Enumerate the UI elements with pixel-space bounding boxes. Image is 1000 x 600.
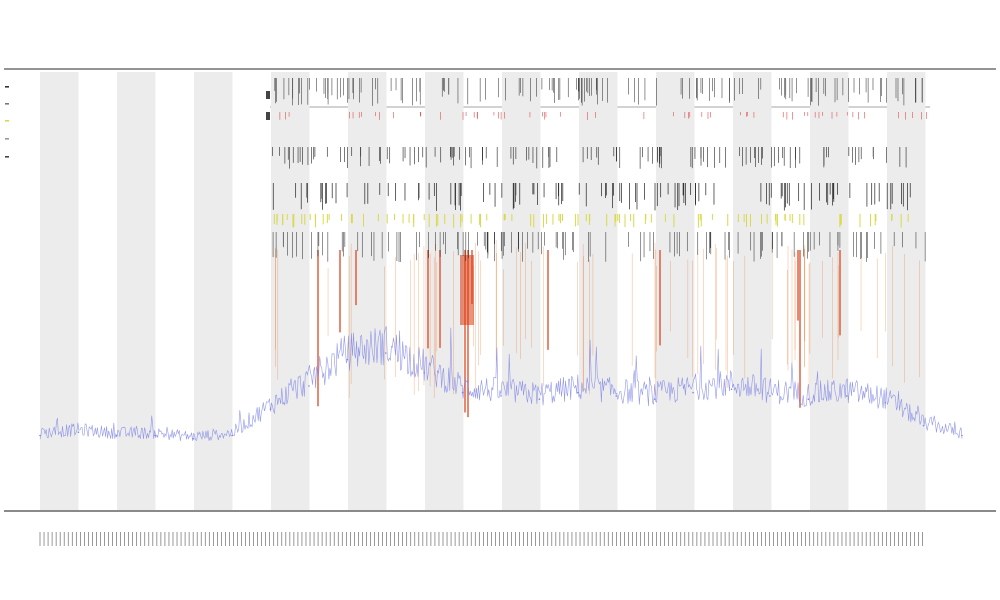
shaded-band — [40, 72, 79, 510]
signal-point — [231, 434, 233, 437]
shaded-bands — [40, 72, 926, 510]
shaded-band — [117, 72, 156, 510]
track-label-2 — [266, 112, 270, 120]
signal-point — [154, 434, 157, 437]
track-label-1 — [266, 91, 270, 99]
shaded-band — [348, 72, 387, 510]
signal-point — [423, 372, 425, 374]
legend-swatch — [5, 138, 9, 140]
signal-point — [461, 391, 464, 394]
event-ticks — [266, 78, 927, 262]
signal-point — [922, 424, 925, 427]
signal-point — [538, 398, 541, 401]
signal-point — [845, 395, 848, 397]
legend — [5, 86, 9, 158]
shaded-band — [810, 72, 849, 510]
shaded-band — [656, 72, 695, 510]
signal-point — [308, 385, 310, 387]
shaded-band — [502, 72, 541, 510]
shaded-band — [579, 72, 618, 510]
signal-point — [653, 398, 656, 401]
signal-point — [116, 434, 118, 437]
heat-hotspot — [460, 255, 474, 325]
shaded-band — [194, 72, 233, 510]
signal-point — [730, 388, 733, 391]
signal-point — [269, 408, 272, 410]
shaded-band — [425, 72, 464, 510]
signal-point — [500, 395, 502, 397]
signal-line — [39, 326, 963, 441]
signal-point — [692, 391, 694, 394]
signal-point — [346, 358, 349, 361]
x-tick-labels — [39, 532, 923, 546]
legend-swatch — [5, 103, 9, 105]
legend-swatch — [5, 156, 9, 158]
signal-point — [77, 431, 80, 434]
signal-point — [577, 391, 579, 394]
signal-point — [884, 401, 886, 404]
legend-swatch — [5, 86, 9, 88]
shaded-band — [887, 72, 926, 510]
signal-trace — [39, 326, 963, 441]
legend-swatch — [5, 120, 9, 122]
signal-point — [384, 352, 387, 354]
shaded-band — [271, 72, 310, 510]
signal-point — [961, 434, 963, 437]
signal-point — [39, 434, 41, 437]
signal-point — [192, 438, 195, 440]
shaded-band — [733, 72, 772, 510]
signal-point — [769, 395, 771, 397]
signal-point — [615, 395, 618, 397]
signal-point — [807, 398, 810, 401]
